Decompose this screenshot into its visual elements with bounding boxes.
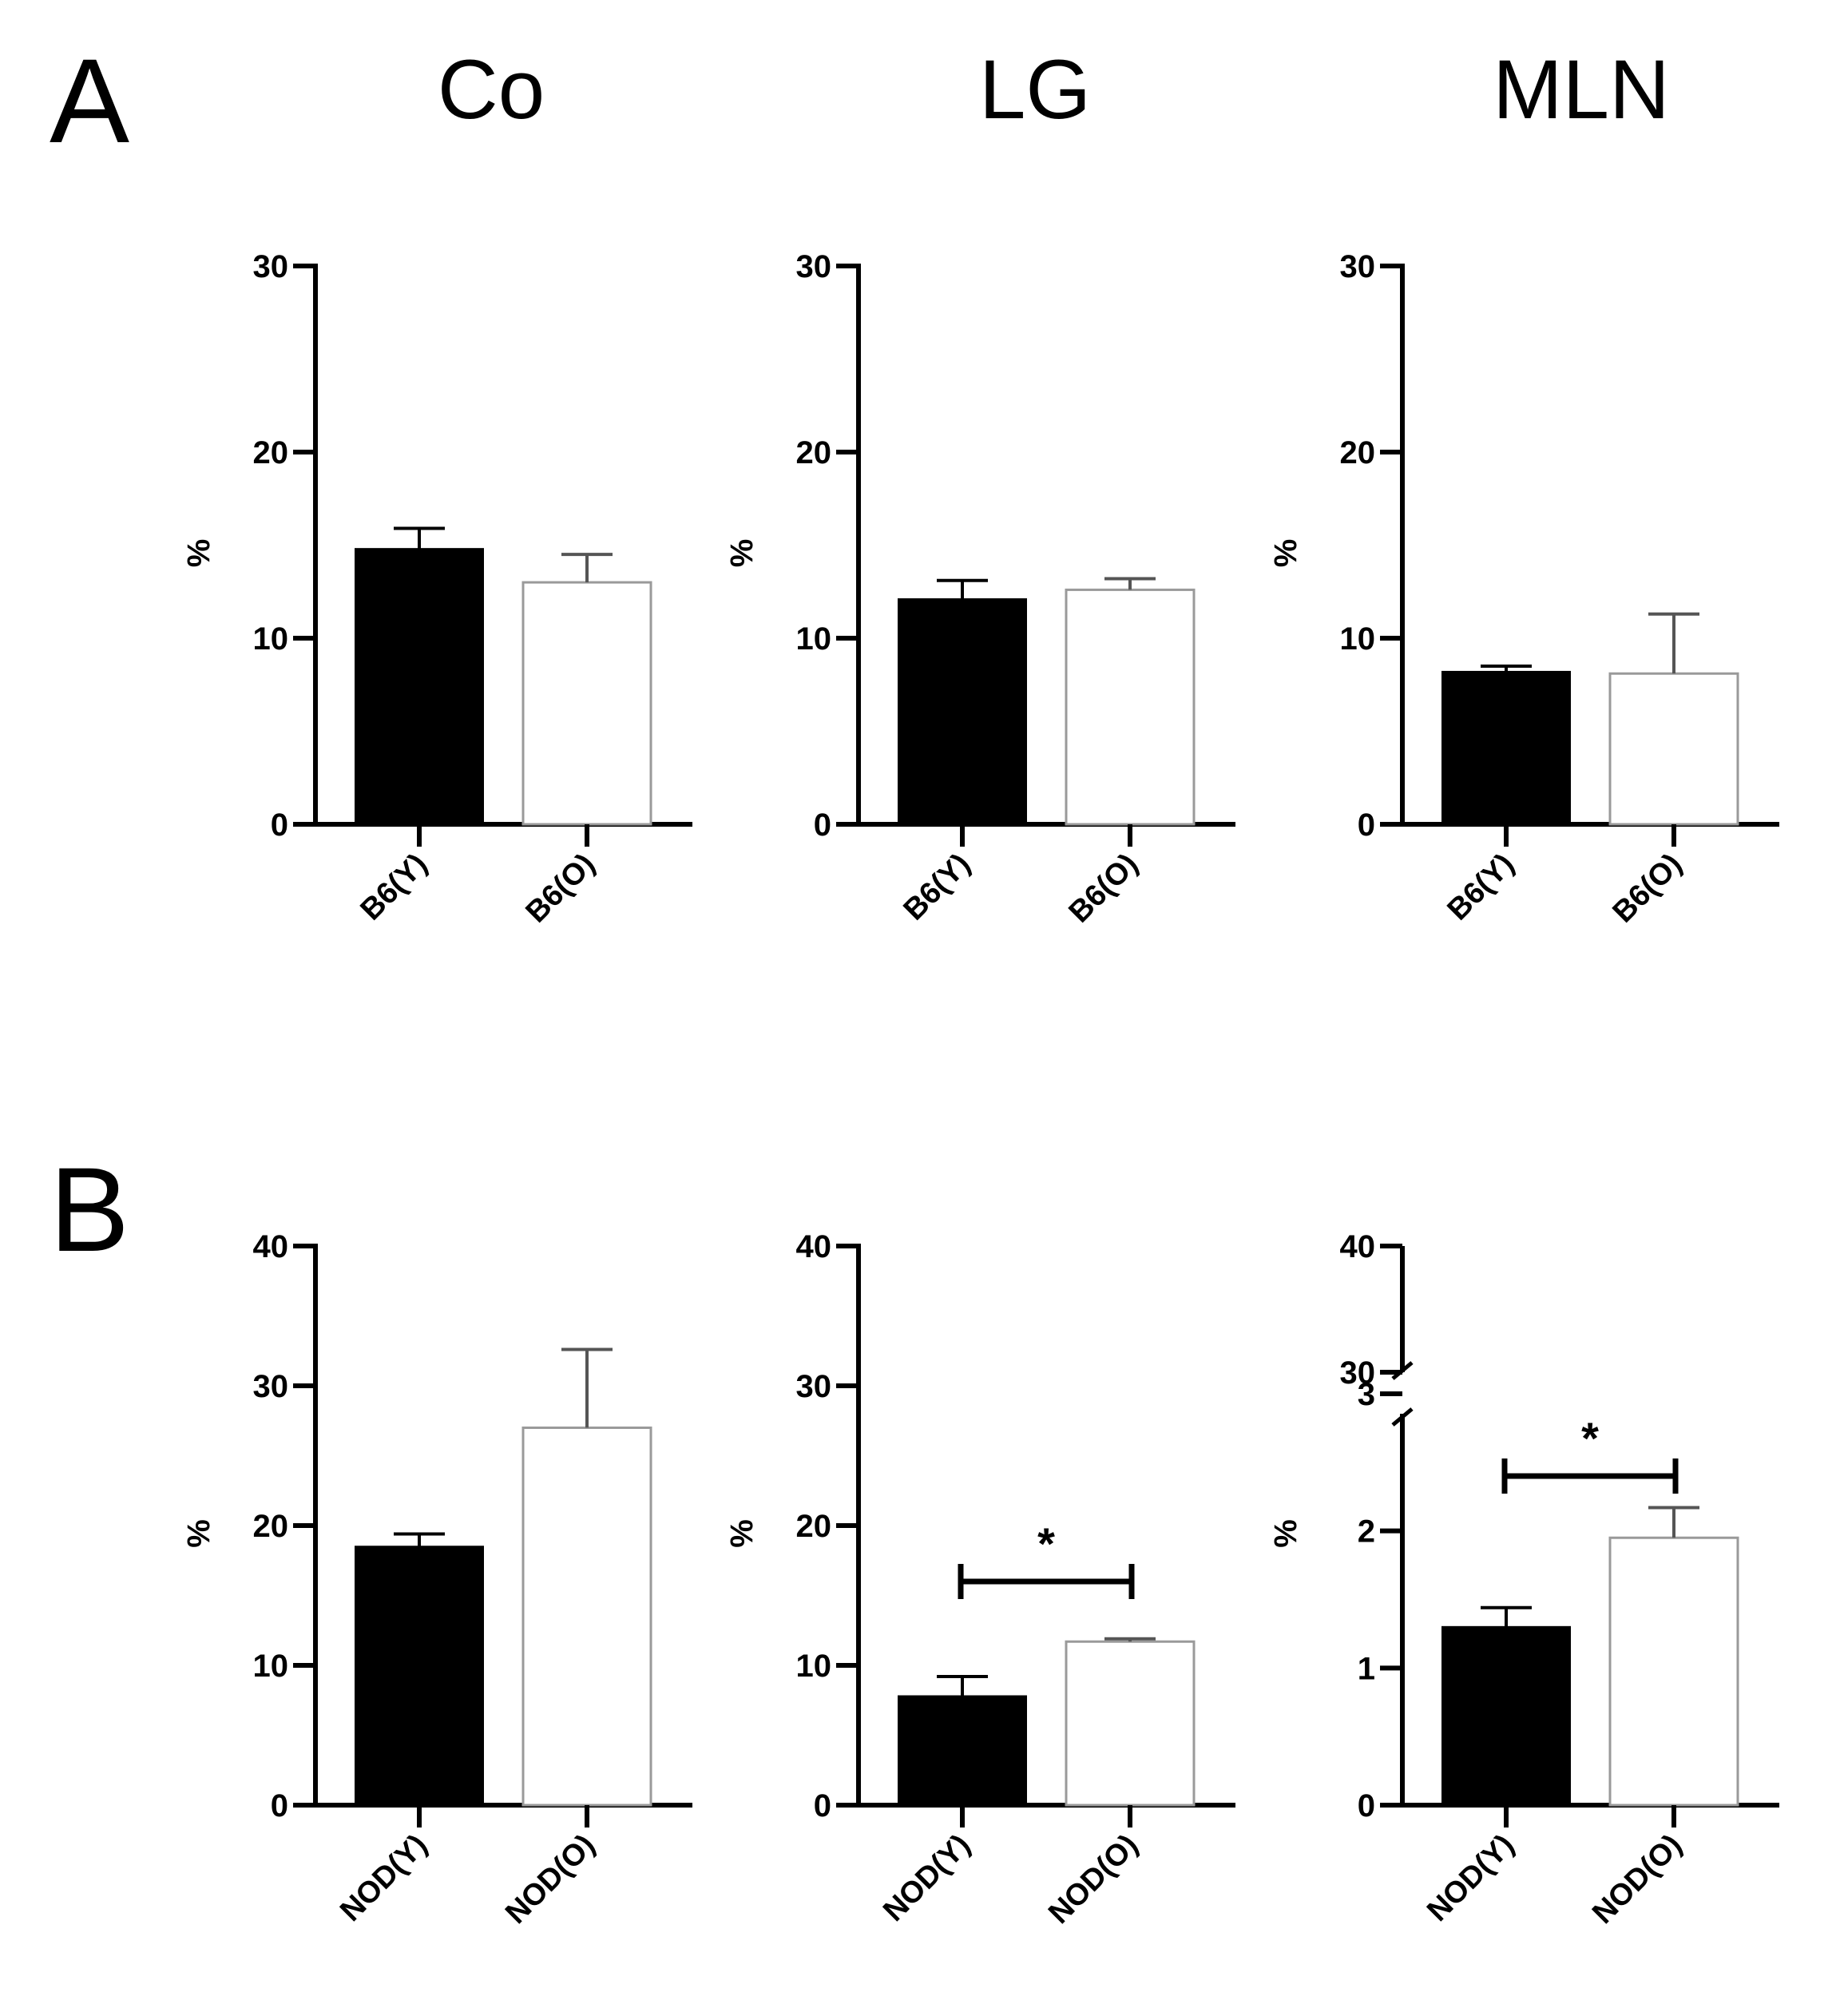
y-axis-label: % <box>1268 1519 1303 1548</box>
y-tick-label: 10 <box>1340 621 1376 657</box>
y-tick-label: 30 <box>253 249 289 284</box>
chart-a-mln: 0 10 20 30% B6(Y) B6(O) <box>1268 249 1779 930</box>
y-tick-label: 0 <box>271 808 288 843</box>
panel-letter-b: B <box>50 1142 129 1276</box>
x-category-label: B6(O) <box>1063 847 1145 930</box>
bar-young <box>355 1546 484 1806</box>
y-axis-label: % <box>1268 539 1303 568</box>
y-tick-label: 10 <box>796 621 832 657</box>
x-category-label: B6(Y) <box>897 847 977 927</box>
y-tick-label: 30 <box>1340 249 1376 284</box>
x-category-label: B6(O) <box>1607 847 1689 930</box>
x-category-label: NOD(O) <box>1042 1828 1144 1931</box>
y-axis-label: % <box>724 1519 759 1548</box>
bar-old <box>521 581 652 826</box>
y-tick-label: 30 <box>796 249 832 284</box>
bar-young <box>898 1695 1027 1806</box>
bar-old <box>1608 1536 1739 1807</box>
y-tick-label: 0 <box>814 1788 831 1824</box>
y-tick-label: 0 <box>814 808 831 843</box>
y-axis-label: % <box>181 1519 216 1548</box>
chart-b-co: 0 10 20 30 40% NOD(Y) NOD(O) <box>181 1229 692 1931</box>
x-category-label: B6(Y) <box>354 847 434 927</box>
chart-a-lg: 0 10 20 30% B6(Y) B6(O) <box>724 249 1235 930</box>
chart-a-co: 0 10 20 30% B6(Y) B6(O) <box>181 249 692 930</box>
bar-young <box>1441 670 1571 825</box>
x-category-label: NOD(Y) <box>1421 1828 1521 1928</box>
y-tick-label: 3 <box>1358 1377 1375 1412</box>
column-title-lg: LG <box>979 43 1091 137</box>
y-tick-label: 0 <box>1358 808 1375 843</box>
x-category-label: NOD(O) <box>499 1828 601 1931</box>
y-tick-label: 40 <box>1340 1229 1376 1264</box>
bar-young <box>355 548 484 825</box>
panel-letter-a: A <box>50 34 129 168</box>
x-category-label: NOD(O) <box>1586 1828 1688 1931</box>
chart-b-mln: 30 40 0 1 2 3% NOD(Y) NOD(O) * <box>1268 1229 1779 1931</box>
y-tick-label: 10 <box>796 1649 832 1684</box>
y-tick-label: 30 <box>253 1369 289 1404</box>
bar-old <box>1065 588 1196 826</box>
y-tick-label: 2 <box>1358 1514 1375 1550</box>
y-tick-label: 20 <box>796 435 832 470</box>
chart-b-lg: 0 10 20 30 40% NOD(Y) NOD(O) * <box>724 1229 1235 1931</box>
y-axis-label: % <box>181 539 216 568</box>
y-tick-label: 10 <box>253 621 289 657</box>
x-category-label: NOD(Y) <box>877 1828 977 1928</box>
y-tick-label: 20 <box>1340 435 1376 470</box>
y-tick-label: 10 <box>253 1649 289 1684</box>
bar-old <box>521 1427 652 1807</box>
x-category-label: B6(Y) <box>1441 847 1521 927</box>
y-tick-label: 40 <box>796 1229 832 1264</box>
bar-old <box>1065 1640 1196 1807</box>
bar-young <box>898 598 1027 825</box>
y-tick-label: 40 <box>253 1229 289 1264</box>
x-category-label: B6(O) <box>520 847 602 930</box>
bar-old <box>1608 672 1739 826</box>
y-tick-label: 1 <box>1358 1651 1375 1686</box>
significance-label: * <box>1581 1413 1599 1463</box>
significance-label: * <box>1037 1518 1055 1569</box>
y-tick-label: 20 <box>253 1509 289 1544</box>
y-tick-label: 0 <box>1358 1788 1375 1824</box>
column-title-mln: MLN <box>1493 43 1670 137</box>
y-tick-label: 20 <box>253 435 289 470</box>
y-tick-label: 30 <box>796 1369 832 1404</box>
y-tick-label: 30 <box>1340 1355 1376 1391</box>
y-axis-label: % <box>724 539 759 568</box>
y-tick-label: 20 <box>796 1509 832 1544</box>
x-category-label: NOD(Y) <box>334 1828 434 1928</box>
y-tick-label: 0 <box>271 1788 288 1824</box>
axis-break-mark <box>1391 1407 1414 1427</box>
bar-young <box>1441 1625 1571 1807</box>
column-title-co: Co <box>438 43 545 137</box>
